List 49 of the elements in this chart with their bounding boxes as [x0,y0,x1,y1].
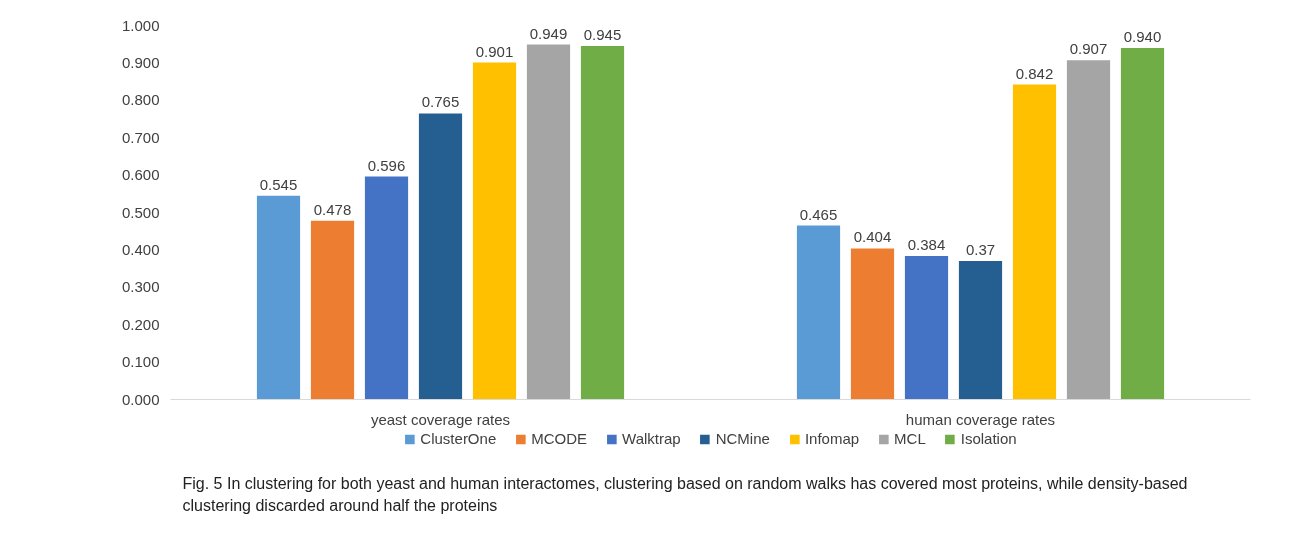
y-tick-label: 0.000 [121,390,160,408]
data-label: 0.465 [799,205,838,223]
bar [364,176,409,400]
bar [418,113,463,400]
bar [256,195,301,400]
y-tick-label: 0.800 [121,91,160,109]
legend-label: Walktrap [622,430,681,447]
bar [1066,60,1111,400]
caption: Fig. 5 In clustering for both yeast and human interactomes, clustering based on random walks has covered most proteins, while density-based clustering discarded around half the proteins [182,475,1188,514]
data-label: 0.404 [853,228,892,246]
y-tick-label: 0.400 [121,240,160,258]
legend-label: NCMine [715,430,770,447]
bar [796,225,841,400]
legend-label: MCL [894,430,926,447]
data-label: 0.842 [1015,64,1054,82]
data-label: 0.949 [529,24,568,42]
data-label: 0.901 [475,42,514,60]
x-tick-label: yeast coverage rates [370,410,511,428]
data-label: 0.384 [907,235,946,253]
y-tick-label: 0.300 [121,278,160,296]
bar [472,62,517,400]
bar [1120,47,1165,400]
legend-label: Infomap [804,430,860,447]
bar [904,255,949,400]
legend-label: ClusterOne [420,430,497,447]
y-tick-label: 0.100 [121,353,160,371]
legend-label: Isolation [960,430,1017,447]
data-label: 0.907 [1069,40,1108,58]
bar [958,261,1003,400]
y-tick-label: 0.600 [121,166,160,184]
data-label: 0.596 [367,156,406,174]
bar [310,220,355,400]
y-tick-label: 1.000 [121,16,160,34]
legend-label: MCODE [531,430,588,447]
data-label: 0.545 [259,175,298,193]
y-tick-label: 0.200 [121,315,160,333]
y-tick-label: 0.900 [121,53,160,71]
bar [850,248,895,400]
y-tick-label: 0.500 [121,203,160,221]
x-tick-label: human coverage rates [905,410,1056,428]
data-label: 0.478 [313,200,352,218]
data-label: 0.37 [965,241,996,259]
data-label: 0.765 [421,93,460,111]
data-label: 0.945 [583,26,622,44]
bar [526,44,571,400]
y-tick-label: 0.700 [121,128,160,146]
bar [1012,84,1057,400]
bar [580,46,625,400]
data-label: 0.940 [1123,27,1162,45]
